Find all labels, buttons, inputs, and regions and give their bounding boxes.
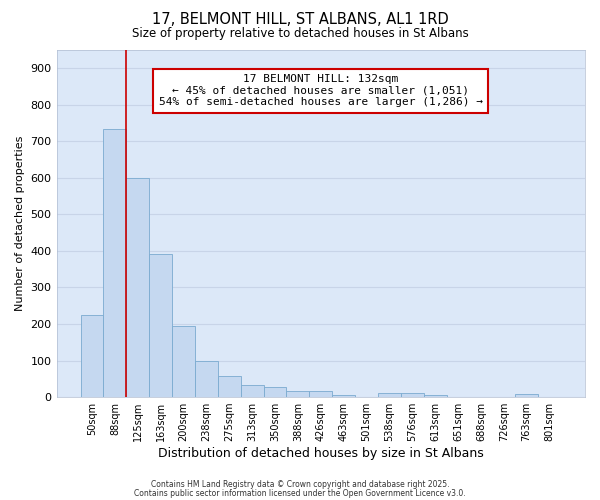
Text: Size of property relative to detached houses in St Albans: Size of property relative to detached ho… (131, 28, 469, 40)
Bar (149, 254, 172, 397)
Bar (332, 396, 355, 397)
Bar (263, 387, 286, 397)
Bar (286, 390, 310, 397)
Bar (127, 178, 149, 397)
Text: 17, BELMONT HILL, ST ALBANS, AL1 1RD: 17, BELMONT HILL, ST ALBANS, AL1 1RD (152, 12, 448, 28)
Bar (172, 326, 195, 397)
Text: Contains HM Land Registry data © Crown copyright and database right 2025.: Contains HM Land Registry data © Crown c… (151, 480, 449, 489)
Bar (378, 392, 401, 397)
Text: 17 BELMONT HILL: 132sqm
← 45% of detached houses are smaller (1,051)
54% of semi: 17 BELMONT HILL: 132sqm ← 45% of detache… (159, 74, 483, 108)
Y-axis label: Number of detached properties: Number of detached properties (15, 136, 25, 311)
Bar (80, 315, 103, 397)
Bar (401, 392, 424, 397)
Bar (424, 396, 446, 397)
X-axis label: Distribution of detached houses by size in St Albans: Distribution of detached houses by size … (158, 447, 484, 460)
Bar (310, 390, 332, 397)
Bar (241, 386, 263, 397)
Bar (218, 376, 241, 397)
Bar (195, 360, 218, 397)
Bar (515, 394, 538, 397)
Text: Contains public sector information licensed under the Open Government Licence v3: Contains public sector information licen… (134, 488, 466, 498)
Bar (103, 128, 127, 397)
